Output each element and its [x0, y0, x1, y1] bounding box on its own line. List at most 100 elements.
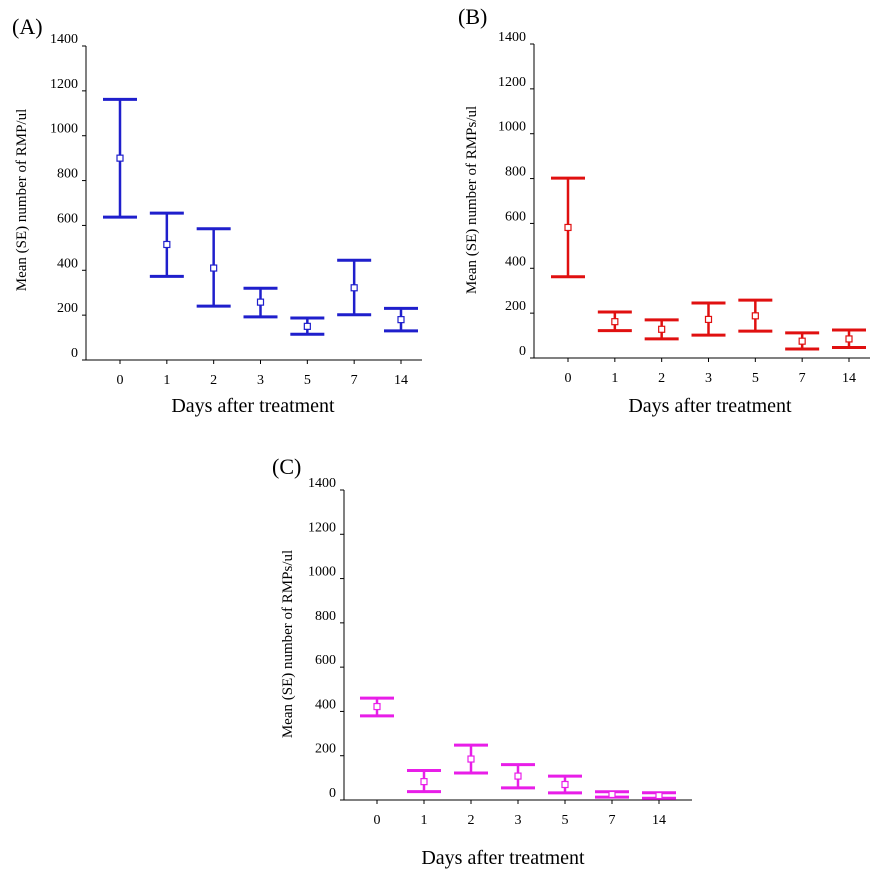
mean-marker: [845, 335, 853, 343]
panel-label: (A): [12, 14, 43, 39]
error-bar: [785, 331, 820, 351]
x-tick-label: 3: [257, 373, 264, 388]
x-tick-label: 5: [752, 371, 759, 386]
y-tick-label: 200: [505, 299, 526, 314]
panel-a: (A) 0 200 400 600 800 1000 1200 1400 0 1 2 3 5 7 14 Days…: [12, 14, 422, 417]
x-tick-label: 2: [210, 373, 217, 388]
panel-c: (C) 0 200 400 600 800 1000 1200 1400 0 1 2 3 5 7 14 Days…: [272, 454, 692, 869]
y-axis-title: Mean (SE) number of RMPs/ul: [280, 550, 296, 738]
error-bar: [501, 763, 535, 790]
y-tick-label: 600: [315, 653, 336, 668]
error-bar: [738, 298, 773, 333]
x-tick-label: 5: [304, 373, 311, 388]
y-tick-label: 400: [505, 254, 526, 269]
error-bar: [149, 211, 184, 278]
y-axis-title: Mean (SE) number of RMP/ul: [14, 109, 30, 291]
x-axis-title: Days after treatment: [628, 395, 792, 417]
mean-marker: [350, 284, 358, 292]
x-tick-label: 0: [374, 813, 381, 828]
x-axis-title: Days after treatment: [421, 847, 585, 869]
error-bar: [407, 769, 441, 794]
error-bar: [548, 774, 582, 795]
error-bar: [595, 790, 629, 799]
x-tick-label: 0: [565, 371, 572, 386]
x-tick-label: 1: [421, 813, 428, 828]
x-tick-label: 1: [163, 373, 170, 388]
panel-label: (C): [272, 454, 301, 479]
x-tick-label: 2: [468, 813, 475, 828]
error-bar: [196, 227, 231, 308]
error-bar: [597, 310, 632, 333]
y-tick-label: 200: [57, 301, 78, 316]
y-tick-label: 1200: [50, 77, 78, 92]
mean-marker: [420, 778, 428, 786]
mean-marker: [658, 325, 666, 333]
error-bar: [243, 286, 278, 319]
mean-marker: [608, 790, 616, 799]
mean-marker: [303, 322, 311, 330]
y-tick-label: 1000: [498, 120, 526, 135]
y-tick-label: 800: [315, 609, 336, 624]
y-axis-title: Mean (SE) number of RMPs/ul: [464, 106, 480, 294]
error-bar: [290, 316, 325, 336]
error-bar: [642, 791, 676, 800]
x-tick-label: 1: [611, 371, 618, 386]
error-bar: [360, 696, 394, 718]
x-tick-label: 5: [562, 813, 569, 828]
mean-marker: [611, 318, 619, 326]
error-bar: [337, 258, 372, 317]
mean-marker: [373, 702, 381, 711]
x-axis-title: Days after treatment: [171, 395, 335, 417]
x-tick-label: 7: [351, 373, 358, 388]
y-tick-label: 800: [57, 167, 78, 182]
x-tick-label: 7: [609, 813, 616, 828]
x-tick-label: 14: [394, 373, 408, 388]
y-tick-label: 600: [505, 209, 526, 224]
y-tick-label: 400: [315, 697, 336, 712]
panel-b: (B) 0 200 400 600 800 1000 1200 1400 0 1 2 3 5 7 14 Days…: [458, 4, 870, 417]
y-tick-label: 0: [71, 346, 78, 361]
x-tick-label: 3: [705, 371, 712, 386]
x-tick-label: 2: [658, 371, 665, 386]
y-tick-label: 0: [519, 344, 526, 359]
mean-marker: [704, 315, 713, 324]
error-bar: [551, 176, 585, 279]
panel-label: (B): [458, 4, 487, 29]
error-bar: [691, 301, 726, 337]
x-tick-label: 0: [117, 373, 124, 388]
error-bar: [384, 306, 418, 333]
x-tick-label: 3: [515, 813, 522, 828]
mean-marker: [256, 298, 265, 306]
mean-marker: [798, 337, 806, 345]
mean-marker: [163, 240, 171, 249]
y-tick-label: 1200: [498, 75, 526, 90]
mean-marker: [397, 316, 405, 324]
error-bar: [454, 743, 488, 775]
mean-marker: [514, 772, 522, 780]
mean-marker: [561, 780, 569, 789]
error-bar: [832, 328, 866, 349]
error-bar: [644, 318, 679, 341]
y-tick-label: 200: [315, 742, 336, 757]
y-tick-label: 600: [57, 211, 78, 226]
y-tick-label: 800: [505, 165, 526, 180]
x-tick-label: 7: [799, 371, 806, 386]
y-tick-label: 0: [329, 786, 336, 801]
error-bar: [103, 97, 137, 219]
mean-marker: [655, 791, 663, 800]
y-tick-label: 1400: [50, 32, 78, 47]
mean-marker: [564, 223, 572, 232]
y-tick-label: 1400: [308, 476, 336, 491]
mean-marker: [467, 755, 475, 763]
y-tick-label: 400: [57, 256, 78, 271]
mean-marker: [751, 312, 759, 320]
x-tick-label: 14: [842, 371, 856, 386]
y-tick-label: 1000: [50, 122, 78, 137]
y-tick-label: 1000: [308, 565, 336, 580]
y-tick-label: 1400: [498, 30, 526, 45]
mean-marker: [210, 264, 218, 272]
x-tick-label: 14: [652, 813, 666, 828]
mean-marker: [116, 154, 124, 162]
y-tick-label: 1200: [308, 520, 336, 535]
